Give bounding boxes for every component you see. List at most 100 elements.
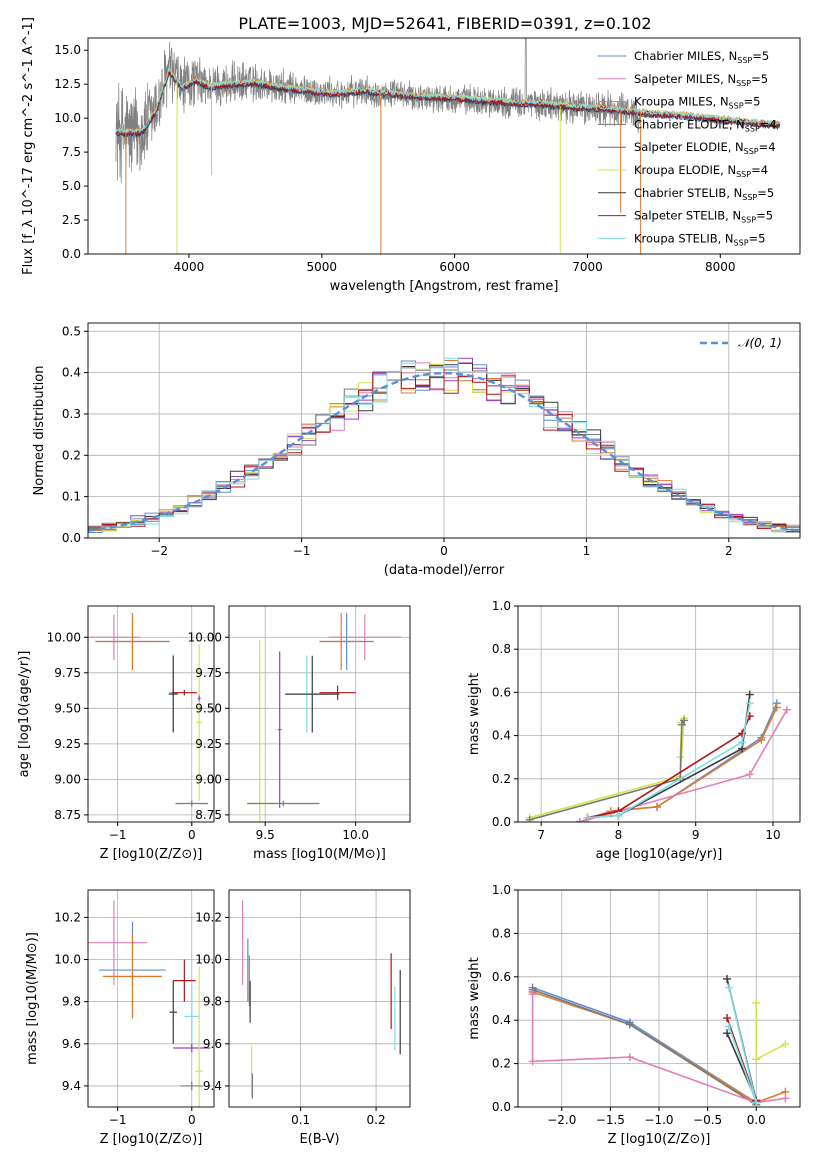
errorbar-chabrier-stelib — [169, 980, 177, 1044]
y-tick-label: 0.2 — [62, 448, 81, 462]
data-point-marker — [745, 690, 754, 699]
y-tick-label: 0.3 — [62, 407, 81, 421]
y-tick-label: 0.0 — [62, 247, 81, 261]
x-tick-label: 5000 — [307, 260, 338, 274]
y-tick-label: 12.5 — [54, 77, 81, 91]
legend-label: Chabrier STELIB, NSSP=5 — [634, 186, 774, 202]
x-axis-label: Z [log10(Z/Z⊙)] — [100, 847, 203, 862]
series-kroupa-elodie — [525, 714, 689, 822]
y-tick-label: 8.75 — [54, 808, 81, 822]
y-axis-label: Flux [f_λ 10^-17 erg cm^-2 s^-1 A^-1] — [21, 17, 36, 275]
series-kroupa-stelib — [583, 699, 754, 822]
series-line — [532, 991, 786, 1104]
series-line — [532, 986, 757, 1104]
series-kroupa-elodie — [752, 998, 790, 1064]
y-axis-label: mass [log10(M/M⊙)] — [25, 932, 40, 1065]
y-tick-label: 0.0 — [62, 531, 81, 545]
legend-value: =4 — [759, 140, 776, 154]
data-point-marker — [725, 1022, 734, 1031]
series-chabrier-elodie — [525, 716, 689, 822]
y-tick-label: 0.4 — [492, 1013, 511, 1027]
x-tick-label: 8000 — [705, 260, 736, 274]
residuals-panel: −2 −1 0 1 2 0.0 0.1 0.2 0.3 0.4 0.5 (data-model)/er… — [32, 322, 801, 578]
data-point-marker — [528, 1057, 537, 1066]
y-tick-label: 0.0 — [492, 815, 511, 829]
y-tick-label: 9.6 — [62, 1037, 81, 1051]
y-tick-label: 9.75 — [195, 666, 222, 680]
x-tick-label: −1 — [109, 1113, 127, 1127]
y-tick-label: 0.6 — [492, 970, 511, 984]
series-line — [532, 989, 757, 1106]
x-tick-label: −1 — [109, 828, 127, 842]
y-tick-label: 9.4 — [203, 1079, 222, 1093]
y-tick-label: 9.8 — [62, 995, 81, 1009]
legend-subscript: SSP — [734, 238, 749, 247]
data-point-marker — [738, 729, 747, 738]
errorbar-salpeter-elodie — [173, 1043, 211, 1053]
data-point-marker — [781, 1094, 790, 1103]
errorbar-chabrier-elodie — [180, 1081, 203, 1091]
spectrum-legend: Chabrier MILES, NSSP=5 Salpeter MILES, NS… — [598, 49, 777, 247]
axes-frame — [517, 605, 801, 823]
grid — [229, 606, 410, 822]
y-tick-label: 0.0 — [492, 1100, 511, 1114]
errorbar-kroupa-elodie — [195, 965, 203, 1107]
data-point-marker — [723, 1029, 732, 1038]
legend-value: =4 — [751, 163, 768, 177]
y-tick-label: 9.00 — [54, 772, 81, 786]
plot-area — [525, 690, 791, 822]
figure-title: PLATE=1003, MJD=52641, FIBERID=0391, z=0… — [238, 14, 651, 33]
data-point-marker — [625, 1053, 634, 1062]
legend-value: =5 — [757, 186, 774, 200]
errorbar-kroupa-elodie — [196, 644, 203, 801]
series-kroupa-stelib — [725, 983, 761, 1107]
plot-area — [88, 357, 800, 535]
x-tick-label: 0 — [188, 828, 196, 842]
y-tick-label: 10.0 — [54, 953, 81, 967]
x-tick-label: 10.0 — [342, 828, 369, 842]
x-tick-label: −1.0 — [644, 1113, 673, 1127]
x-tick-label: −1 — [293, 544, 311, 558]
y-tick-label: 10.2 — [54, 910, 81, 924]
data-point-marker — [738, 738, 747, 747]
plot-area — [528, 974, 790, 1107]
errorbar-salpeter-stelib — [319, 685, 356, 700]
data-point-marker — [653, 802, 662, 811]
series-line — [587, 715, 751, 819]
y-tick-label: 8.75 — [195, 808, 222, 822]
normal-distribution-curve — [88, 371, 800, 532]
legend-value: =5 — [752, 49, 769, 63]
x-tick-label: −2 — [150, 544, 168, 558]
x-tick-label: 6000 — [439, 260, 470, 274]
data-point-marker — [525, 815, 534, 822]
y-tick-label: 0.4 — [62, 366, 81, 380]
y-tick-label: 10.0 — [54, 111, 81, 125]
data-point-marker — [723, 974, 732, 983]
y-tick-label: 0.4 — [492, 729, 511, 743]
legend-subscript: SSP — [745, 124, 760, 133]
legend-subscript: SSP — [736, 170, 751, 179]
y-tick-label: 2.5 — [62, 213, 81, 227]
series-line — [529, 720, 685, 821]
y-tick-label: 5.0 — [62, 179, 81, 193]
y-tick-label: 9.75 — [54, 666, 81, 680]
x-tick-label: 2 — [725, 544, 733, 558]
x-tick-label: −0.5 — [693, 1113, 722, 1127]
series-salpeter-stelib — [583, 712, 754, 822]
errorbar-salpeter-miles — [88, 900, 148, 985]
errorbar-kroupa-miles — [102, 934, 163, 1019]
series-line — [755, 1002, 786, 1061]
series-chabrier-elodie — [528, 985, 761, 1107]
y-tick-label: 9.25 — [195, 737, 222, 751]
y-tick-label: 0.5 — [62, 324, 81, 338]
legend-label: Kroupa STELIB, NSSP=5 — [634, 231, 765, 247]
y-tick-label: 9.00 — [195, 772, 222, 786]
y-tick-label: 9.8 — [203, 995, 222, 1009]
data-point-marker — [782, 705, 791, 714]
axes-frame — [228, 605, 411, 823]
errorbar-chabrier-stelib — [168, 655, 178, 733]
errorbar-salpeter-stelib — [171, 689, 197, 696]
data-point-marker — [528, 990, 537, 999]
legend-label: Chabrier MILES, NSSP=5 — [634, 49, 769, 65]
data-point-marker — [625, 1020, 634, 1029]
